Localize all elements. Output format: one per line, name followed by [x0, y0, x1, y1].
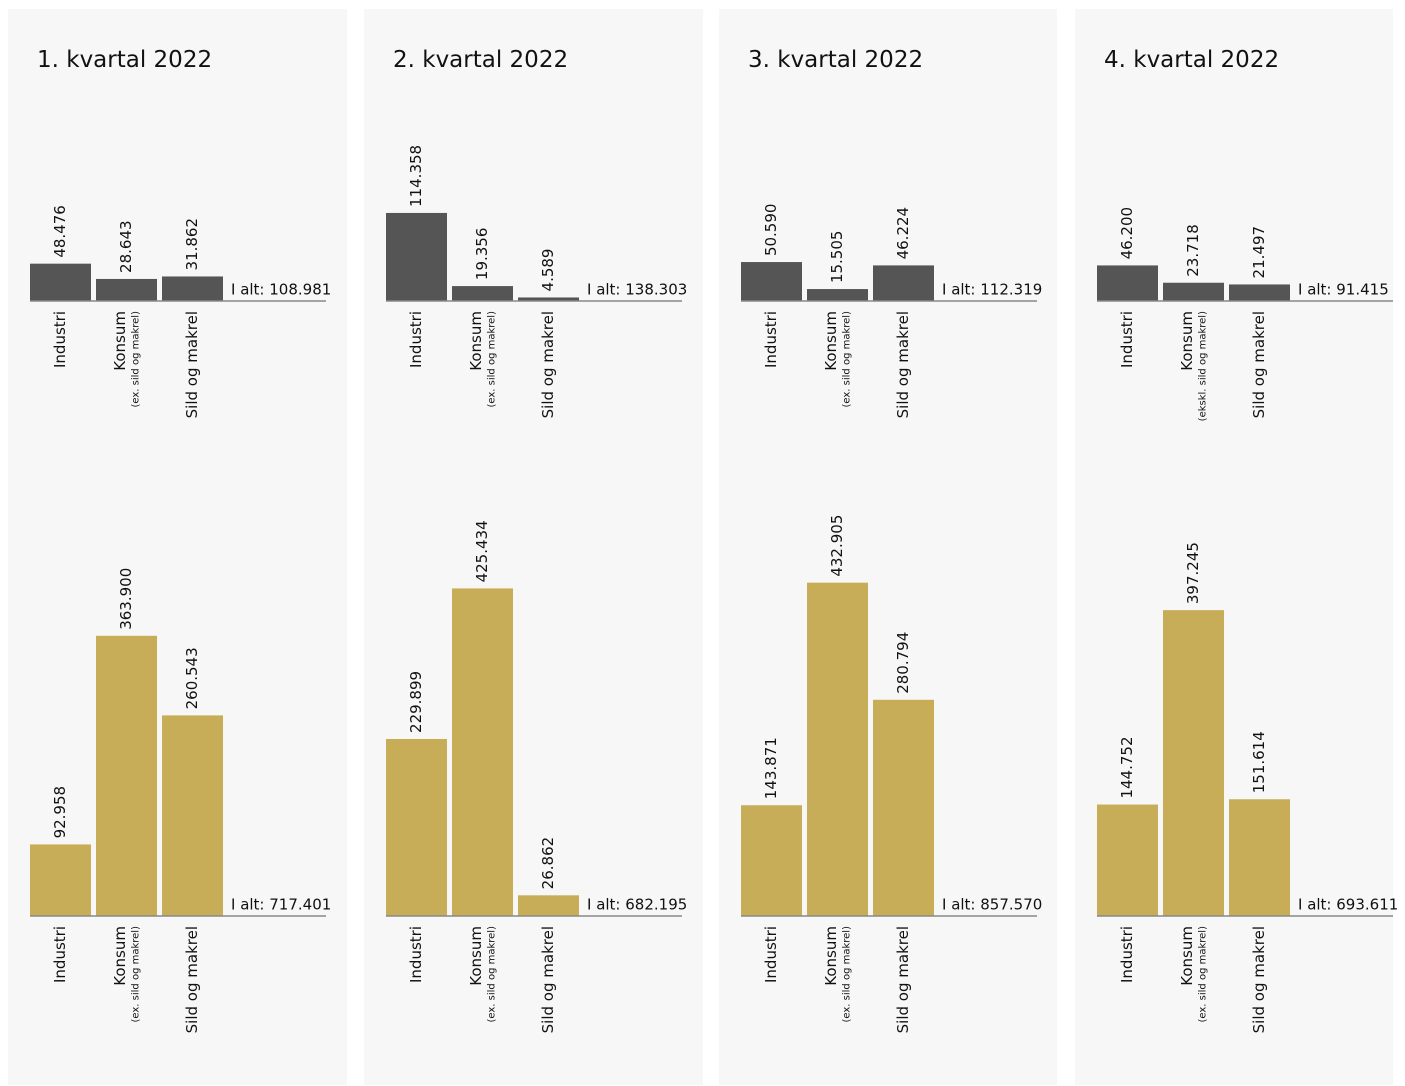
total-label: I alt: 91.415: [1298, 281, 1389, 299]
category-note: (ex. sild og makrel): [842, 311, 853, 408]
category-note: (ekskl. sild og makrel): [1198, 311, 1209, 421]
panel: [1075, 9, 1393, 1085]
category-note: (ex. sild og makrel): [131, 926, 142, 1023]
value-label: 397.245: [1184, 542, 1202, 604]
value-label: 280.794: [894, 632, 912, 694]
total-label: I alt: 857.570: [942, 896, 1042, 914]
value-label: 229.899: [407, 671, 425, 733]
bar: [452, 286, 513, 301]
category-label: Sild og makrel: [1250, 311, 1268, 418]
category-label: Sild og makrel: [1250, 926, 1268, 1033]
value-label: 50.590: [762, 204, 780, 257]
value-label: 143.871: [762, 737, 780, 799]
panel-title: 1. kvartal 2022: [37, 47, 212, 73]
total-label: I alt: 693.611: [1298, 896, 1398, 914]
panel: [719, 9, 1057, 1085]
total-label: I alt: 138.303: [587, 281, 687, 299]
value-label: 260.543: [183, 647, 201, 709]
value-label: 151.614: [1250, 731, 1268, 793]
bar: [518, 297, 579, 301]
bar: [873, 699, 934, 916]
category-label: Konsum: [467, 926, 485, 986]
bar: [452, 588, 513, 916]
bar: [386, 738, 447, 916]
value-label: 48.476: [51, 205, 69, 258]
category-label: Konsum: [822, 311, 840, 371]
value-label: 46.224: [894, 207, 912, 260]
total-label: I alt: 112.319: [942, 281, 1042, 299]
value-label: 23.718: [1184, 224, 1202, 277]
panel-title: 3. kvartal 2022: [748, 47, 923, 73]
bar: [162, 276, 223, 301]
category-label: Sild og makrel: [894, 311, 912, 418]
bar: [30, 263, 91, 301]
bar: [873, 265, 934, 301]
value-label: 46.200: [1118, 207, 1136, 260]
category-label: Industri: [51, 926, 69, 983]
category-label: Industri: [1118, 926, 1136, 983]
category-label: Sild og makrel: [894, 926, 912, 1033]
panel-title: 4. kvartal 2022: [1104, 47, 1279, 73]
category-note: (ex. sild og makrel): [131, 311, 142, 408]
bar: [1229, 284, 1290, 301]
value-label: 31.862: [183, 218, 201, 271]
bar: [162, 715, 223, 916]
category-label: Industri: [1118, 311, 1136, 368]
category-label: Sild og makrel: [183, 926, 201, 1033]
value-label: 19.356: [473, 228, 491, 281]
value-label: 425.434: [473, 520, 491, 582]
category-label: Industri: [407, 926, 425, 983]
category-label: Industri: [762, 926, 780, 983]
bar: [1163, 610, 1224, 916]
bar: [741, 805, 802, 916]
category-note: (ex. sild og makrel): [487, 311, 498, 408]
category-label: Industri: [762, 311, 780, 368]
category-label: Sild og makrel: [183, 311, 201, 418]
value-label: 15.505: [828, 231, 846, 284]
category-label: Konsum: [111, 926, 129, 986]
category-label: Sild og makrel: [539, 311, 557, 418]
bar: [1097, 804, 1158, 916]
bar: [386, 212, 447, 301]
category-label: Industri: [51, 311, 69, 368]
bar: [807, 582, 868, 916]
category-label: Konsum: [467, 311, 485, 371]
bar: [1229, 799, 1290, 916]
category-note: (ex. sild og makrel): [487, 926, 498, 1023]
value-label: 4.589: [539, 249, 557, 292]
category-label: Industri: [407, 311, 425, 368]
total-label: I alt: 717.401: [231, 896, 331, 914]
panel-title: 2. kvartal 2022: [393, 47, 568, 73]
value-label: 114.358: [407, 145, 425, 207]
category-label: Konsum: [1178, 926, 1196, 986]
bar: [741, 262, 802, 301]
total-label: I alt: 682.195: [587, 896, 687, 914]
bar: [96, 278, 157, 301]
value-label: 432.905: [828, 515, 846, 577]
bar: [1097, 265, 1158, 301]
category-label: Konsum: [111, 311, 129, 371]
category-note: (ex. sild og makrel): [842, 926, 853, 1023]
bar: [807, 289, 868, 301]
category-note: (ex. sild og makrel): [1198, 926, 1209, 1023]
total-label: I alt: 108.981: [231, 281, 331, 299]
value-label: 26.862: [539, 837, 557, 890]
value-label: 144.752: [1118, 737, 1136, 799]
bar: [30, 844, 91, 916]
category-label: Konsum: [1178, 311, 1196, 371]
bar: [96, 635, 157, 916]
category-label: Sild og makrel: [539, 926, 557, 1033]
panel: [8, 9, 347, 1085]
value-label: 28.643: [117, 220, 135, 273]
value-label: 363.900: [117, 568, 135, 630]
category-label: Konsum: [822, 926, 840, 986]
bar: [1163, 282, 1224, 301]
bar: [518, 895, 579, 916]
value-label: 21.497: [1250, 226, 1268, 279]
value-label: 92.958: [51, 786, 69, 839]
